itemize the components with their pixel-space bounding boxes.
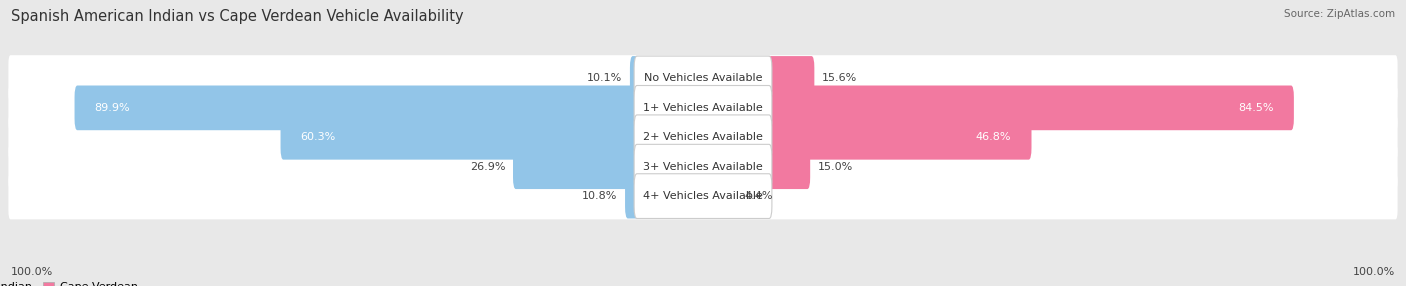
Text: 2+ Vehicles Available: 2+ Vehicles Available: [643, 132, 763, 142]
FancyBboxPatch shape: [634, 144, 772, 189]
FancyBboxPatch shape: [634, 56, 772, 101]
Text: 4+ Vehicles Available: 4+ Vehicles Available: [643, 191, 763, 201]
Text: 100.0%: 100.0%: [11, 267, 53, 277]
Text: 26.9%: 26.9%: [470, 162, 505, 172]
Text: 10.8%: 10.8%: [582, 191, 617, 201]
Text: 1+ Vehicles Available: 1+ Vehicles Available: [643, 103, 763, 113]
FancyBboxPatch shape: [634, 115, 772, 160]
FancyBboxPatch shape: [8, 144, 1398, 190]
Legend: Spanish American Indian, Cape Verdean: Spanish American Indian, Cape Verdean: [0, 282, 138, 286]
FancyBboxPatch shape: [8, 173, 1398, 219]
FancyBboxPatch shape: [513, 144, 640, 189]
Text: 4.4%: 4.4%: [744, 191, 772, 201]
FancyBboxPatch shape: [766, 115, 1032, 160]
Text: Source: ZipAtlas.com: Source: ZipAtlas.com: [1284, 9, 1395, 19]
Text: 15.6%: 15.6%: [823, 74, 858, 84]
Text: No Vehicles Available: No Vehicles Available: [644, 74, 762, 84]
FancyBboxPatch shape: [634, 174, 772, 219]
FancyBboxPatch shape: [766, 56, 814, 101]
Text: 60.3%: 60.3%: [301, 132, 336, 142]
Text: 46.8%: 46.8%: [976, 132, 1011, 142]
Text: 89.9%: 89.9%: [94, 103, 131, 113]
FancyBboxPatch shape: [8, 114, 1398, 160]
Text: 3+ Vehicles Available: 3+ Vehicles Available: [643, 162, 763, 172]
FancyBboxPatch shape: [634, 86, 772, 130]
Text: 15.0%: 15.0%: [818, 162, 853, 172]
FancyBboxPatch shape: [281, 115, 640, 160]
Text: Spanish American Indian vs Cape Verdean Vehicle Availability: Spanish American Indian vs Cape Verdean …: [11, 9, 464, 23]
Text: 84.5%: 84.5%: [1239, 103, 1274, 113]
FancyBboxPatch shape: [766, 144, 810, 189]
Text: 10.1%: 10.1%: [588, 74, 623, 84]
FancyBboxPatch shape: [8, 85, 1398, 131]
FancyBboxPatch shape: [630, 56, 640, 101]
FancyBboxPatch shape: [75, 86, 640, 130]
Text: 100.0%: 100.0%: [1353, 267, 1395, 277]
FancyBboxPatch shape: [766, 86, 1294, 130]
FancyBboxPatch shape: [8, 55, 1398, 102]
FancyBboxPatch shape: [626, 174, 640, 219]
